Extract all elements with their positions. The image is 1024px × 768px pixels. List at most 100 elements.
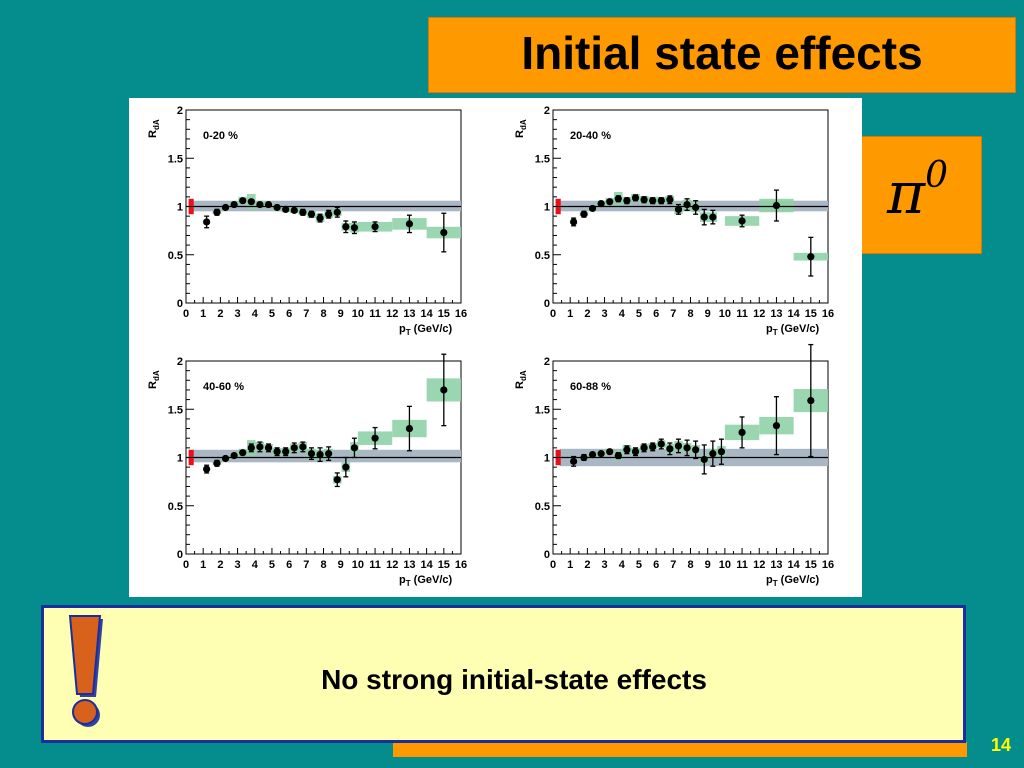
x-tick-label: 14 [421,308,434,320]
data-point [230,200,238,209]
data-point [640,196,648,204]
x-tick-label: 10 [352,308,364,320]
x-tick-label: 12 [386,559,398,571]
x-tick-label: 14 [788,559,801,571]
data-point [649,197,657,205]
data-point [282,448,290,456]
data-point [580,453,588,462]
data-point [256,200,264,209]
x-tick-label: 0 [183,559,189,571]
data-point [772,201,781,210]
x-tick-label: 14 [421,559,434,571]
x-tick-label: 8 [687,559,693,571]
x-tick-label: 10 [719,559,731,571]
x-tick-label: 13 [403,559,415,571]
x-tick-label: 1 [200,559,206,571]
data-point [213,459,221,467]
note-text: No strong initial-state effects [321,664,707,695]
data-point [623,197,631,205]
x-tick-label: 4 [252,308,259,320]
x-tick-label: 15 [805,559,817,571]
y-tick-label: 2 [544,105,550,117]
data-point [623,446,631,454]
y-tick-label: 0.5 [535,501,550,513]
x-axis-label-unit: (GeV/c) [411,574,453,586]
y-tick-label: 1 [544,202,550,214]
data-point [597,200,605,208]
data-point [738,428,746,437]
data-point [597,450,605,458]
data-point [606,448,614,456]
y-axis-label-sub: dA [152,370,161,381]
data-point [570,457,578,465]
y-tick-label: 0.5 [168,250,183,262]
x-tick-label: 14 [788,308,801,320]
data-point [203,465,211,473]
note-box: No strong initial-state effects [41,605,966,743]
particle-superscript: 0 [925,155,949,196]
x-tick-label: 3 [235,308,241,320]
data-point [282,205,290,213]
x-tick-label: 16 [822,559,834,571]
data-point [666,445,674,453]
data-point [299,443,307,451]
y-axis-label: RdA [514,370,528,389]
data-point [290,444,298,452]
y-axis-label: RdA [514,119,528,138]
x-axis-label-main: p [399,574,406,586]
x-tick-label: 15 [805,308,817,320]
x-tick-label: 10 [352,559,364,571]
data-point [307,210,316,218]
data-point [580,210,588,218]
panel-title: 20-40 % [570,130,611,142]
exclamation-dot [72,699,98,725]
x-tick-label: 11 [736,308,748,320]
data-point [290,206,298,214]
y-axis-label-main: R [147,381,159,389]
data-point [316,214,324,222]
data-point [807,253,815,261]
particle-symbol: π [886,159,926,227]
x-tick-label: 7 [303,559,309,571]
x-tick-label: 9 [705,559,711,571]
data-point [342,223,350,231]
data-point [588,204,597,213]
data-point [256,443,264,451]
data-point [588,451,597,459]
x-tick-label: 16 [455,308,467,320]
y-tick-label: 1 [177,453,183,465]
data-point [350,444,359,452]
y-axis-label-main: R [514,381,526,389]
data-point [203,218,211,226]
x-tick-label: 8 [320,559,326,571]
data-point [570,218,578,226]
y-tick-label: 1.5 [168,153,183,165]
data-point [325,210,333,218]
x-axis-label-sub: T [406,328,411,337]
x-tick-label: 6 [653,308,659,320]
x-axis-label-unit: (GeV/c) [411,323,453,335]
data-point [692,446,700,454]
x-tick-label: 9 [338,559,344,571]
x-tick-label: 6 [286,559,292,571]
x-tick-label: 0 [550,308,556,320]
y-tick-label: 0 [177,298,183,310]
x-axis-label-main: p [766,574,773,586]
data-point [700,455,708,464]
x-axis-label-main: p [766,323,773,335]
x-tick-label: 13 [770,308,782,320]
x-tick-label: 5 [269,559,275,571]
x-tick-label: 2 [217,308,223,320]
x-tick-label: 0 [183,308,189,320]
x-tick-label: 5 [636,559,642,571]
exclamation-bar-fill [68,615,102,695]
panel-title: 0-20 % [203,130,238,142]
x-tick-label: 8 [320,308,326,320]
data-point [221,454,230,463]
y-tick-label: 1.5 [535,153,550,165]
x-tick-label: 2 [217,559,223,571]
data-point [692,203,700,212]
slide-title: Initial state effects [521,27,923,79]
data-point [264,200,273,209]
